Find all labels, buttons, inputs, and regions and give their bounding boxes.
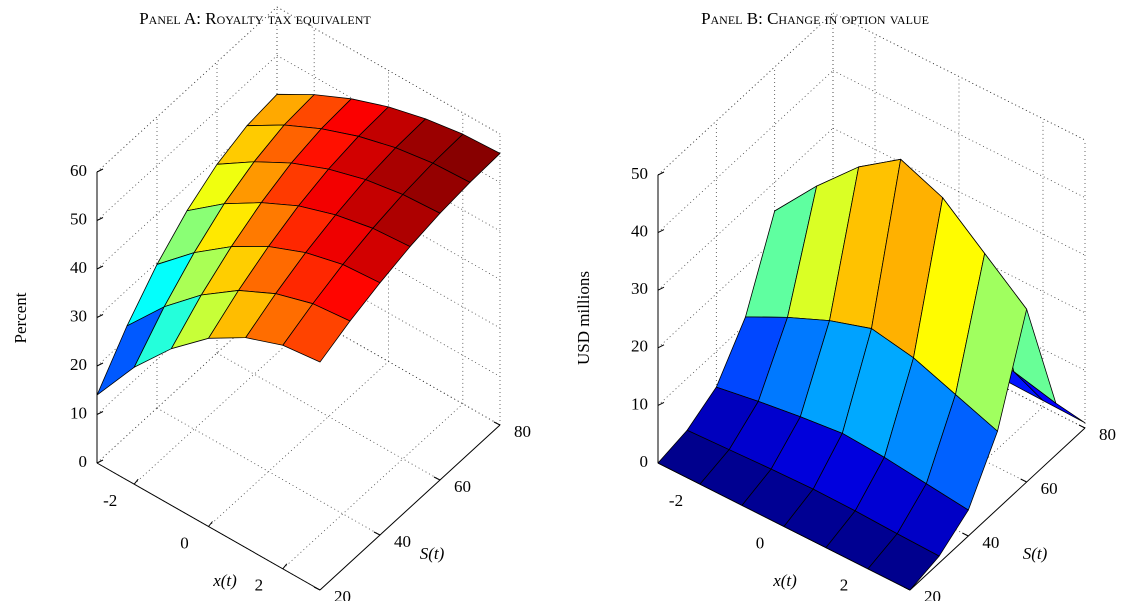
z-tick [96,314,104,318]
s-tick-label: 20 [334,587,351,601]
z-tick-label: 0 [79,452,88,471]
x-axis-label: x(t) [772,571,797,590]
grid-line [96,55,278,221]
z-tick [657,171,665,176]
z-tick [96,459,104,464]
z-tick [96,217,104,221]
panel-b-title: Panel B: Change in option value [701,9,929,28]
z-tick-label: 20 [631,337,648,356]
z-tick-label: 30 [70,306,87,325]
z-tick [96,362,104,367]
z-tick [96,265,104,270]
z-tick-label: 30 [631,279,648,298]
x-tick-label: 2 [255,576,264,595]
grid-line [832,12,1086,141]
z-tick-label: 10 [631,394,648,413]
grid-line [208,361,389,527]
z-axis-label: USD millions [574,271,593,365]
x-tick [282,563,288,570]
z-tick [657,286,665,291]
z-tick-label: 60 [70,161,87,180]
grid-line [156,407,381,536]
z-tick-label: 40 [631,222,648,241]
s-tick-label: 20 [924,587,941,601]
s-tick-label: 60 [1041,479,1058,498]
z-tick [96,168,104,173]
grid-line [216,352,441,481]
s-tick [433,476,441,481]
grid-line [276,297,501,426]
grid-line [657,12,834,176]
s-tick [1078,424,1086,429]
z-tick-label: 40 [70,258,87,277]
s-tick-label: 60 [454,477,471,496]
grid-line [96,152,278,318]
z-tick [657,229,665,234]
panel-a-title: Panel A: Royalty tax equivalent [139,9,371,28]
x-tick-label: -2 [103,491,117,510]
s-tick [313,586,321,591]
grid-line [96,249,278,415]
x-tick-label: -2 [669,491,683,510]
s-axis-label: S(t) [1023,544,1048,563]
s-tick-label: 40 [394,532,411,551]
s-tick [373,531,381,536]
z-tick-label: 0 [640,452,649,471]
grid-line [96,103,278,270]
z-axis-label: Percent [11,292,30,343]
box-edge [657,12,834,176]
x-tick [133,478,139,485]
surface-face [867,533,940,591]
s-axis-label: S(t) [420,544,445,563]
x-tick-label: 2 [840,576,849,595]
z-tick [657,401,665,406]
s-axis [319,424,501,591]
x-tick-label: 0 [180,533,189,552]
grid-line [133,318,315,485]
x-tick [208,521,213,527]
z-tick-label: 20 [70,355,87,374]
z-tick-label: 50 [70,209,87,228]
s-tick-label: 80 [1099,425,1116,444]
grid-line [276,249,501,377]
x-axis-label: x(t) [212,571,237,590]
z-tick [96,411,104,415]
s-tick [1020,478,1027,483]
z-tick-label: 10 [70,403,87,422]
s-tick [962,532,969,537]
s-tick-label: 80 [514,422,531,441]
grid-line [96,6,278,173]
s-tick-label: 40 [982,533,999,552]
x-tick-label: 0 [756,533,765,552]
z-tick [657,344,665,349]
grid-line [282,403,464,570]
s-axis [909,427,1086,591]
box-edge [832,12,1086,141]
grid-line [96,297,278,464]
grid-line [276,6,501,135]
s-tick [493,421,501,426]
z-tick-label: 50 [631,164,648,183]
surface-face [282,303,351,363]
